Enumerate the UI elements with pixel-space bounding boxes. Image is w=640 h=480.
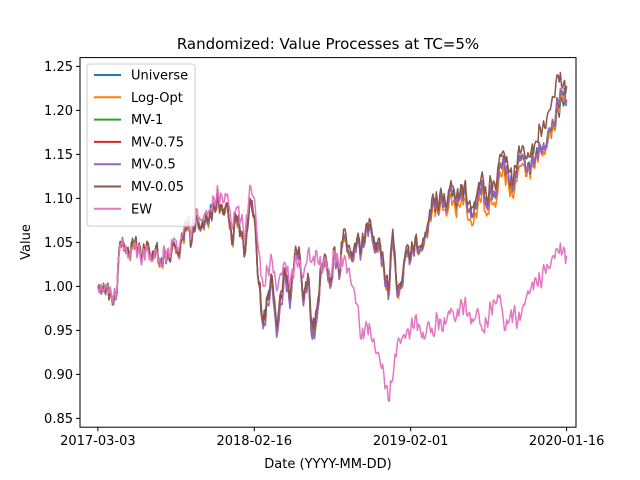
x-tick-label: 2017-03-03 bbox=[60, 434, 136, 449]
series-line-ew bbox=[97, 184, 568, 402]
chart-title: Randomized: Value Processes at TC=5% bbox=[177, 35, 479, 53]
y-axis: 0.85 0.90 0.95 1.00 1.05 1.10 1.15 1.20 1.25 bbox=[44, 60, 80, 427]
y-tick-label: 0.85 bbox=[44, 412, 73, 427]
x-tick-label: 2018-02-16 bbox=[216, 434, 292, 449]
legend-label-mv-0-5: MV-0.5 bbox=[131, 158, 176, 173]
y-tick-label: 1.25 bbox=[44, 60, 73, 75]
legend-label-universe: Universe bbox=[131, 69, 188, 84]
x-axis-label: Date (YYYY-MM-DD) bbox=[264, 457, 391, 472]
legend-label-mv-0-75: MV-0.75 bbox=[131, 135, 184, 150]
x-tick-label: 2019-02-01 bbox=[373, 434, 449, 449]
legend-label-log-opt: Log-Opt bbox=[131, 91, 183, 106]
y-tick-label: 1.15 bbox=[44, 148, 73, 163]
legend-label-mv-0-05: MV-0.05 bbox=[131, 180, 184, 195]
legend-label-mv-1: MV-1 bbox=[131, 113, 163, 128]
y-tick-label: 0.90 bbox=[44, 368, 73, 383]
plot-lines bbox=[97, 71, 568, 402]
y-tick-label: 1.10 bbox=[44, 192, 73, 207]
legend-label-ew: EW bbox=[131, 202, 152, 217]
legend: Universe Log-Opt MV-1 MV-0.75 MV-0.5 MV-0.05 E… bbox=[86, 63, 196, 227]
y-tick-label: 1.20 bbox=[44, 104, 73, 119]
y-axis-label: Value bbox=[19, 224, 34, 260]
y-tick-label: 1.00 bbox=[44, 280, 73, 295]
x-axis: 2017-03-03 2018-02-16 2019-02-01 2020-01-16 bbox=[60, 427, 604, 449]
y-tick-label: 1.05 bbox=[44, 236, 73, 251]
y-tick-label: 0.95 bbox=[44, 324, 73, 339]
x-tick-label: 2020-01-16 bbox=[529, 434, 605, 449]
